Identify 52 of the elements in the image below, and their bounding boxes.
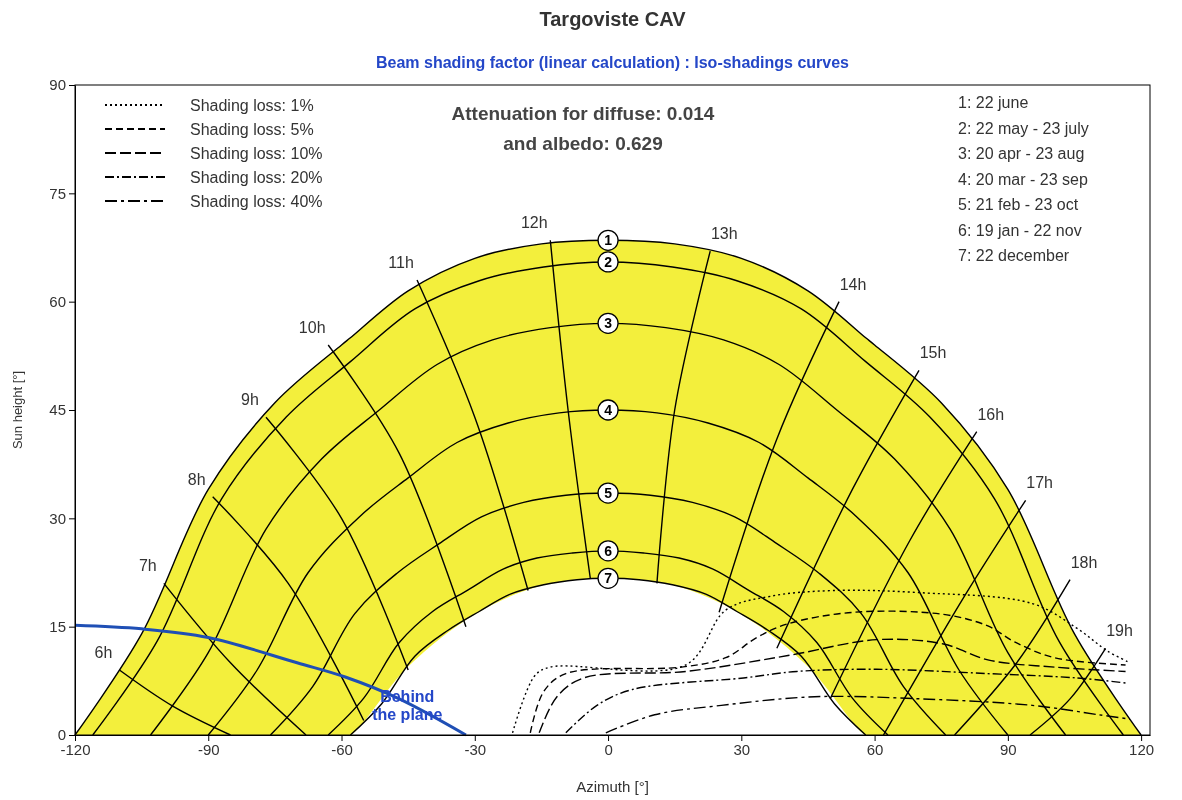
x-tick-label: -30	[464, 740, 487, 758]
series-label: 6	[604, 542, 613, 559]
annotation: 17h	[1026, 474, 1053, 492]
series-label: 3	[604, 315, 613, 332]
annotation: 5: 21 feb - 23 oct	[958, 196, 1079, 213]
annotation: 19h	[1106, 622, 1133, 640]
x-tick-label: 30	[733, 740, 751, 758]
annotation: 7h	[138, 557, 157, 575]
series-label: 5	[604, 485, 613, 502]
annotation: 15h	[919, 344, 947, 362]
y-tick-label: 30	[49, 509, 66, 527]
x-tick-label: 90	[1000, 740, 1017, 758]
annotation: 3: 20 apr - 23 aug	[958, 145, 1085, 162]
annotation: 11h	[388, 254, 414, 271]
annotation: 6h	[94, 644, 113, 661]
annotation: Attenuation for diffuse: 0.014 and albedo: 0.629	[451, 103, 715, 154]
annotation: 13h	[710, 225, 738, 243]
legend-label: Shading loss: 40%	[190, 193, 323, 210]
annotation: 9h	[241, 391, 259, 409]
annotation: 1: 22 june	[958, 94, 1029, 111]
series-label: 1	[604, 232, 613, 249]
x-tick-label: 0	[604, 740, 613, 758]
y-tick-label: 75	[49, 184, 66, 202]
y-tick-label: 60	[49, 292, 66, 310]
legend-label: Shading loss: 20%	[190, 169, 323, 186]
annotation: 6: 19 jan - 22 nov	[958, 221, 1082, 239]
x-axis-title: Azimuth [°]	[576, 778, 649, 795]
annotation: 7: 22 december	[958, 247, 1070, 264]
annotation: 2: 22 may - 23 july	[958, 119, 1089, 137]
y-axis-title: Sun height [°]	[10, 370, 25, 450]
legend-label: Shading loss: 1%	[190, 97, 314, 114]
x-tick-label: 60	[866, 740, 884, 758]
y-tick-label: 45	[49, 401, 66, 419]
annotation: 10h	[298, 319, 326, 336]
series-label: 7	[604, 570, 613, 587]
series-label: 4	[604, 402, 613, 418]
annotation: 12h	[520, 214, 548, 232]
x-tick-label: -90	[197, 740, 220, 758]
x-tick-label: -60	[331, 740, 353, 758]
chart-title: Targoviste CAV	[539, 8, 687, 30]
series-label: 2	[604, 253, 613, 270]
x-tick-label: 120	[1129, 740, 1155, 758]
legend-label: Shading loss: 5%	[190, 121, 314, 138]
annotation: 4: 20 mar - 23 sep	[958, 170, 1088, 188]
annotation: 18h	[1070, 553, 1098, 571]
chart-subtitle: Beam shading factor (linear calculation) : Iso-shadings curves	[375, 54, 850, 71]
y-tick-label: 15	[49, 617, 66, 635]
annotation: 16h	[977, 405, 1005, 423]
legend-label: Shading loss: 10%	[190, 145, 323, 162]
y-tick-label: 90	[49, 76, 66, 94]
annotation: 14h	[839, 275, 867, 293]
annotation: 8h	[187, 470, 206, 488]
